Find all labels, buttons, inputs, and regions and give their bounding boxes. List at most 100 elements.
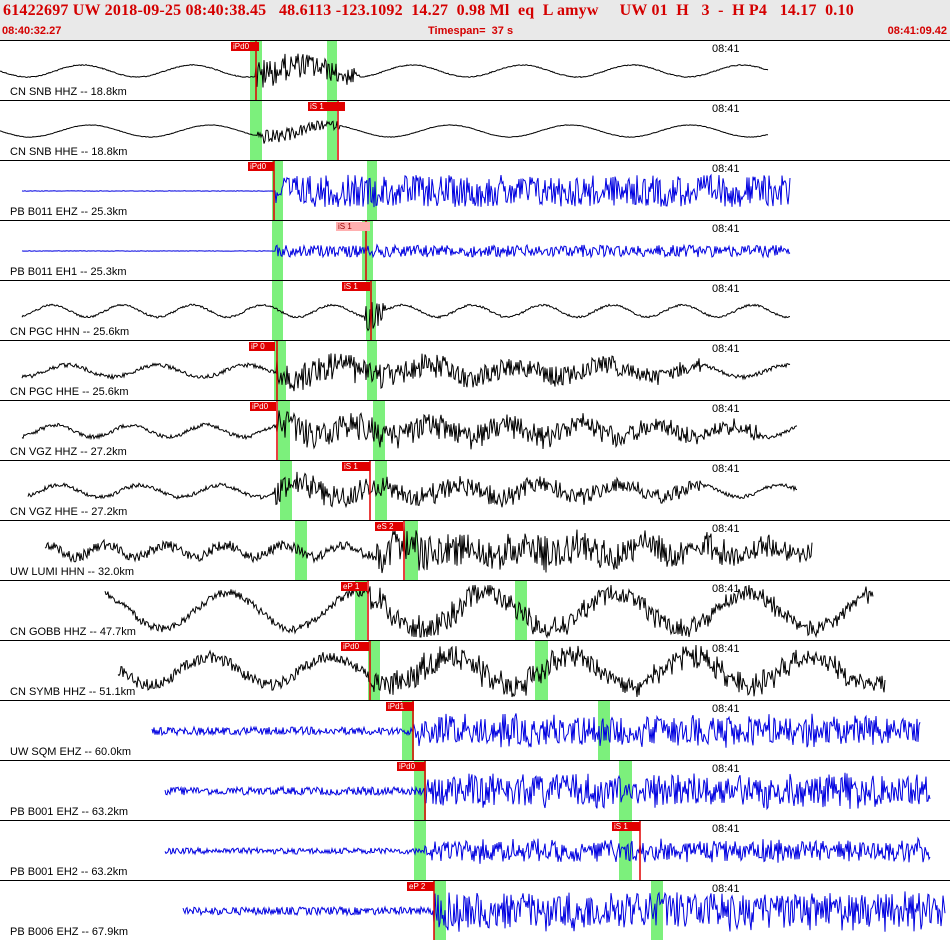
trace-row[interactable]: iPd0 08:41 PB B001 EHZ -- 63.2km bbox=[0, 760, 950, 820]
phase-pick-label[interactable]: iPd0 bbox=[231, 42, 259, 51]
phase-pick-label[interactable]: iS 1 bbox=[308, 102, 345, 111]
station-label: CN SNB HHE -- 18.8km bbox=[10, 146, 128, 158]
end-time: 08:41:09.42 bbox=[887, 25, 947, 37]
station-label: CN SYMB HHZ -- 51.1km bbox=[10, 686, 136, 698]
time-marker: 08:41 bbox=[712, 223, 740, 235]
seismogram-panel[interactable]: iPd0 08:41 CN SNB HHZ -- 18.8km iS 1 08:41 CN… bbox=[0, 40, 950, 940]
trace-row[interactable]: eP 1 08:41 CN GOBB HHZ -- 47.7km bbox=[0, 580, 950, 640]
time-marker: 08:41 bbox=[712, 103, 740, 115]
phase-pick-label[interactable]: iPd1 bbox=[386, 702, 414, 711]
waveform-plot bbox=[117, 641, 886, 700]
waveform-plot bbox=[164, 761, 931, 820]
station-label: PB B001 EH2 -- 63.2km bbox=[10, 866, 128, 878]
phase-window bbox=[434, 881, 446, 940]
phase-pick-label[interactable]: eP 1 bbox=[341, 582, 367, 591]
time-marker: 08:41 bbox=[712, 823, 740, 835]
phase-pick-label[interactable]: iS 1 bbox=[336, 222, 370, 231]
event-title: 61422697 UW 2018-09-25 08:40:38.45 48.61… bbox=[3, 2, 854, 19]
waveform-plot bbox=[0, 101, 769, 160]
waveform-trace bbox=[21, 302, 790, 332]
trace-row[interactable]: iPd1 08:41 UW SQM EHZ -- 60.0km bbox=[0, 700, 950, 760]
phase-window bbox=[250, 101, 262, 160]
station-label: PB B011 EHZ -- 25.3km bbox=[10, 206, 128, 218]
station-label: CN VGZ HHE -- 27.2km bbox=[10, 506, 128, 518]
waveform-trace bbox=[44, 524, 813, 574]
waveform-trace bbox=[21, 410, 798, 450]
waveform-trace bbox=[27, 471, 798, 509]
phase-window bbox=[373, 401, 385, 460]
waveform-plot bbox=[21, 221, 791, 280]
phase-pick-label[interactable]: iS 1 bbox=[612, 822, 640, 831]
waveform-trace bbox=[151, 713, 921, 748]
trace-row[interactable]: iS 1 08:41 CN SNB HHE -- 18.8km bbox=[0, 100, 950, 160]
waveform-plot bbox=[21, 281, 790, 340]
phase-window bbox=[362, 221, 373, 280]
waveform-plot bbox=[164, 821, 931, 880]
time-marker: 08:41 bbox=[712, 643, 740, 655]
time-marker: 08:41 bbox=[712, 523, 740, 535]
phase-pick-label[interactable]: iP 0 bbox=[249, 342, 275, 351]
time-marker: 08:41 bbox=[712, 763, 740, 775]
time-marker: 08:41 bbox=[712, 463, 740, 475]
trace-row[interactable]: iPd0 08:41 CN VGZ HHZ -- 27.2km bbox=[0, 400, 950, 460]
time-marker: 08:41 bbox=[712, 43, 740, 55]
phase-pick-label[interactable]: iPd0 bbox=[397, 762, 425, 771]
phase-window bbox=[375, 461, 387, 520]
phase-window bbox=[367, 161, 377, 220]
trace-row[interactable]: iS 1 08:41 CN VGZ HHE -- 27.2km bbox=[0, 460, 950, 520]
station-label: CN GOBB HHZ -- 47.7km bbox=[10, 626, 136, 638]
phase-pick-label[interactable]: iS 1 bbox=[342, 282, 370, 291]
station-label: CN PGC HHN -- 25.6km bbox=[10, 326, 130, 338]
phase-pick-label[interactable]: iPd0 bbox=[250, 402, 276, 411]
waveform-plot bbox=[27, 461, 798, 520]
station-label: PB B006 EHZ -- 67.9km bbox=[10, 926, 128, 938]
station-label: CN VGZ HHZ -- 27.2km bbox=[10, 446, 127, 458]
waveform-trace bbox=[182, 891, 946, 932]
station-label: CN SNB HHZ -- 18.8km bbox=[10, 86, 127, 98]
station-label: CN PGC HHE -- 25.6km bbox=[10, 386, 129, 398]
trace-row[interactable]: iPd0 08:41 CN SYMB HHZ -- 51.1km bbox=[0, 640, 950, 700]
waveform-plot bbox=[21, 161, 791, 220]
waveform-trace bbox=[21, 173, 791, 208]
trace-row[interactable]: iP 0 08:41 CN PGC HHE -- 25.6km bbox=[0, 340, 950, 400]
station-label: UW LUMI HHN -- 32.0km bbox=[10, 566, 135, 578]
station-label: PB B011 EH1 -- 25.3km bbox=[10, 266, 127, 278]
waveform-trace bbox=[164, 772, 931, 811]
trace-row[interactable]: iS 1 08:41 PB B001 EH2 -- 63.2km bbox=[0, 820, 950, 880]
phase-pick-label[interactable]: iPd0 bbox=[341, 642, 369, 651]
phase-window bbox=[272, 161, 283, 220]
trace-row[interactable]: iPd0 08:41 PB B011 EHZ -- 25.3km bbox=[0, 160, 950, 220]
time-marker: 08:41 bbox=[712, 703, 740, 715]
phase-window bbox=[278, 401, 290, 460]
waveform-trace bbox=[0, 120, 769, 144]
timespan: Timespan= 37 s bbox=[428, 25, 514, 37]
phase-pick-label[interactable]: iS 1 bbox=[342, 462, 370, 471]
waveform-trace bbox=[0, 53, 769, 88]
waveform-plot bbox=[44, 521, 813, 580]
trace-row[interactable]: eS 2 08:41 UW LUMI HHN -- 32.0km bbox=[0, 520, 950, 580]
phase-pick-label[interactable]: eP 2 bbox=[407, 882, 434, 891]
trace-row[interactable]: eP 2 08:41 PB B006 EHZ -- 67.9km bbox=[0, 880, 950, 940]
waveform-plot bbox=[21, 341, 791, 400]
phase-window bbox=[405, 521, 418, 580]
phase-window bbox=[619, 761, 632, 820]
phase-window bbox=[367, 341, 377, 400]
time-marker: 08:41 bbox=[712, 343, 740, 355]
waveform-plot bbox=[21, 401, 798, 460]
trace-row[interactable]: iS 1 08:41 PB B011 EH1 -- 25.3km bbox=[0, 220, 950, 280]
time-marker: 08:41 bbox=[712, 163, 740, 175]
start-time: 08:40:32.27 bbox=[2, 25, 62, 37]
time-marker: 08:41 bbox=[712, 883, 740, 895]
time-marker: 08:41 bbox=[712, 583, 740, 595]
station-label: PB B001 EHZ -- 63.2km bbox=[10, 806, 128, 818]
waveform-plot bbox=[182, 881, 946, 940]
trace-row[interactable]: iPd0 08:41 CN SNB HHZ -- 18.8km bbox=[0, 40, 950, 100]
phase-window bbox=[327, 101, 337, 160]
phase-pick-label[interactable]: iPd0 bbox=[248, 162, 274, 171]
waveform-trace bbox=[104, 584, 874, 639]
phase-pick-label[interactable]: eS 2 bbox=[375, 522, 403, 531]
waveform-plot bbox=[104, 581, 874, 640]
waveform-trace bbox=[21, 353, 791, 392]
time-marker: 08:41 bbox=[712, 283, 740, 295]
trace-row[interactable]: iS 1 08:41 CN PGC HHN -- 25.6km bbox=[0, 280, 950, 340]
